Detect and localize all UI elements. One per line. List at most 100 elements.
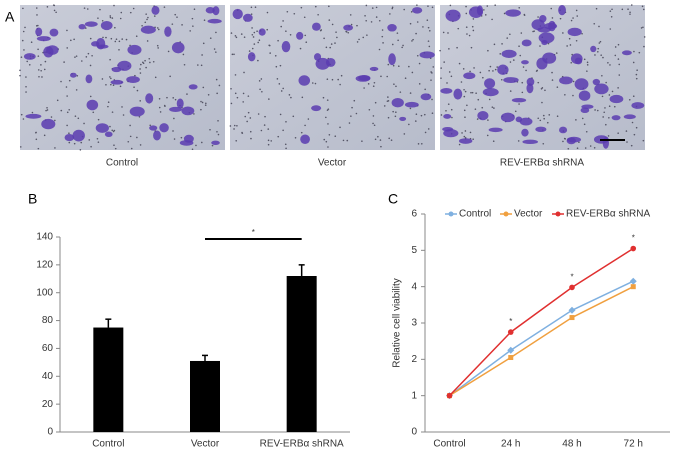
pore <box>148 57 151 60</box>
y-tick-label: 6 <box>411 209 417 220</box>
pore <box>451 116 453 119</box>
pore <box>242 92 245 95</box>
pore <box>97 118 100 121</box>
pore <box>35 7 38 9</box>
pore <box>53 9 56 12</box>
pore <box>464 116 466 119</box>
cell <box>311 105 322 112</box>
pore <box>253 31 256 34</box>
pore <box>141 24 143 27</box>
cell <box>281 40 291 53</box>
pore <box>601 74 603 77</box>
pore <box>89 64 92 67</box>
pore <box>63 61 65 63</box>
pore <box>73 142 76 145</box>
cell <box>64 133 75 142</box>
pore <box>466 33 468 35</box>
pore <box>19 74 21 77</box>
pore <box>614 46 617 48</box>
pore <box>493 107 495 109</box>
marker <box>569 315 575 321</box>
pore <box>468 34 471 37</box>
pore <box>570 19 573 22</box>
pore <box>607 61 609 64</box>
pore <box>80 141 83 144</box>
pore <box>130 147 133 150</box>
pore <box>569 44 572 46</box>
pore <box>465 12 468 15</box>
pore <box>258 80 261 82</box>
pore <box>440 114 443 116</box>
pore <box>408 65 410 68</box>
pore <box>446 82 448 84</box>
image-caption: REV-ERBα shRNA <box>500 158 584 169</box>
cell <box>412 7 423 14</box>
pore <box>457 27 460 30</box>
pore <box>642 26 644 29</box>
pore <box>70 39 72 42</box>
pore <box>102 36 104 39</box>
pore <box>37 55 40 57</box>
pore <box>149 124 152 127</box>
pore <box>46 6 49 8</box>
pore <box>74 56 76 58</box>
pore <box>609 28 612 30</box>
pore <box>156 27 159 29</box>
pore <box>445 110 447 112</box>
pore <box>641 5 644 8</box>
pore <box>325 140 328 143</box>
pore <box>630 4 633 6</box>
pore <box>427 40 430 42</box>
pore <box>611 90 614 93</box>
cell <box>567 27 582 37</box>
pore <box>261 90 263 93</box>
pore <box>334 135 337 137</box>
pore <box>450 108 453 111</box>
pore <box>45 109 47 112</box>
value-label: * <box>632 234 635 243</box>
pore <box>195 144 197 147</box>
pore <box>230 32 233 34</box>
pore <box>617 87 619 89</box>
pore <box>249 130 252 133</box>
pore <box>489 65 492 68</box>
pore <box>404 77 407 80</box>
pore <box>135 35 138 38</box>
pore <box>260 78 263 80</box>
cell <box>594 83 609 95</box>
pore <box>349 14 352 16</box>
pore <box>356 24 358 27</box>
pore <box>390 139 393 141</box>
pore <box>465 5 467 8</box>
pore <box>364 14 366 17</box>
y-tick-label: 0 <box>411 427 417 438</box>
cell <box>145 93 154 104</box>
pore <box>386 100 389 102</box>
y-tick-label: 20 <box>42 399 54 410</box>
pore <box>593 22 596 25</box>
pore <box>234 74 237 76</box>
pore <box>431 98 433 101</box>
pore <box>383 105 386 107</box>
pore <box>36 14 38 16</box>
pore <box>550 7 553 10</box>
pore <box>229 125 232 127</box>
pore <box>176 16 178 18</box>
pore <box>146 40 149 42</box>
cell <box>590 45 597 53</box>
pore <box>424 88 426 91</box>
pore <box>633 50 635 53</box>
pore <box>140 63 142 66</box>
pore <box>201 141 203 144</box>
pore <box>473 67 475 69</box>
pore <box>521 91 524 94</box>
pore <box>409 92 412 94</box>
pore <box>204 104 207 106</box>
pore <box>111 111 114 113</box>
pore <box>589 145 592 147</box>
pore <box>217 133 220 136</box>
cell <box>522 139 539 144</box>
pore <box>87 52 90 55</box>
x-tick-label: Control <box>433 439 465 450</box>
